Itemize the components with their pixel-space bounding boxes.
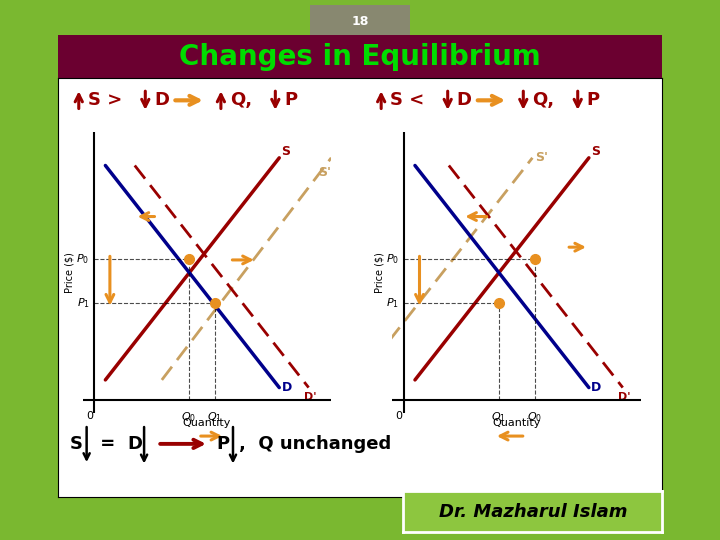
Text: S <: S < xyxy=(390,91,425,109)
Text: P: P xyxy=(587,91,600,109)
Text: ,  Q unchanged: , Q unchanged xyxy=(239,435,391,453)
Text: P: P xyxy=(284,91,297,109)
Text: $P_1$: $P_1$ xyxy=(76,296,89,310)
Text: $P_0$: $P_0$ xyxy=(76,252,89,266)
Text: D: D xyxy=(127,435,142,453)
Text: S: S xyxy=(282,145,290,158)
Text: S: S xyxy=(591,145,600,158)
Text: D': D' xyxy=(618,393,631,402)
Text: S': S' xyxy=(535,151,548,164)
Text: S >: S > xyxy=(88,91,122,109)
Text: $Q_0$: $Q_0$ xyxy=(181,410,197,424)
Text: Q,: Q, xyxy=(532,91,554,109)
Text: 0: 0 xyxy=(86,410,93,421)
Text: Price ($): Price ($) xyxy=(374,252,384,293)
Text: 18: 18 xyxy=(351,15,369,28)
Text: $Q_1$: $Q_1$ xyxy=(207,410,222,424)
Text: $P_0$: $P_0$ xyxy=(386,252,399,266)
Text: Quantity: Quantity xyxy=(183,418,231,428)
Text: $Q_1$: $Q_1$ xyxy=(491,410,506,424)
Text: S': S' xyxy=(318,166,330,179)
Text: =: = xyxy=(94,435,122,453)
Text: P: P xyxy=(216,435,229,453)
Text: D': D' xyxy=(304,393,317,402)
Text: D: D xyxy=(456,91,472,109)
Text: $Q_0$: $Q_0$ xyxy=(527,410,542,424)
Text: $P_1$: $P_1$ xyxy=(386,296,399,310)
Text: D: D xyxy=(282,381,292,394)
Text: Dr. Mazharul Islam: Dr. Mazharul Islam xyxy=(438,503,627,521)
Text: D: D xyxy=(591,381,601,394)
Text: D: D xyxy=(154,91,169,109)
Text: Price ($): Price ($) xyxy=(65,252,75,293)
Text: S: S xyxy=(70,435,83,453)
Text: Changes in Equilibrium: Changes in Equilibrium xyxy=(179,43,541,71)
Text: Q,: Q, xyxy=(230,91,252,109)
Text: 0: 0 xyxy=(396,410,402,421)
Text: Quantity: Quantity xyxy=(492,418,541,428)
